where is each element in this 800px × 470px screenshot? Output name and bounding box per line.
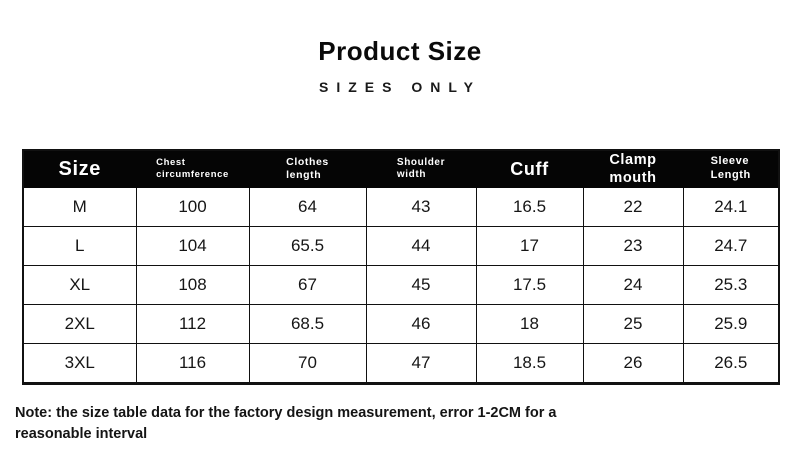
sleeve-length-cell: 26.5 (682, 343, 780, 385)
size-cell: M (22, 187, 137, 228)
clothes-length-cell: 65.5 (248, 226, 367, 267)
note-text: Note: the size table data for the factor… (15, 405, 557, 443)
table-row-l: L 104 65.5 44 17 23 24.7 (22, 226, 780, 267)
clothes-length-cell: 67 (248, 265, 367, 306)
size-table-header-row: Size Chest circumference Clothes length Sh… (22, 149, 780, 189)
cuff-cell: 18 (475, 304, 584, 345)
sleeve-length-cell: 25.3 (682, 265, 780, 306)
chest-cell: 104 (135, 226, 250, 267)
clothes-length-cell: 64 (248, 187, 367, 228)
cuff-cell: 17.5 (475, 265, 584, 306)
column-header-sleeve-length: Sleeve Length (682, 149, 780, 189)
clamp-mouth-cell: 25 (582, 304, 684, 345)
clothes-length-cell: 68.5 (248, 304, 367, 345)
size-cell: L (22, 226, 137, 267)
size-cell: XL (22, 265, 137, 306)
table-row-3xl: 3XL 116 70 47 18.5 26 26.5 (22, 343, 780, 385)
chest-cell: 108 (135, 265, 250, 306)
sleeve-length-cell: 25.9 (682, 304, 780, 345)
clamp-mouth-cell: 26 (582, 343, 684, 385)
sleeve-length-cell: 24.7 (682, 226, 780, 267)
size-table: Size Chest circumference Clothes length Sh… (22, 149, 780, 386)
size-cell: 3XL (22, 343, 137, 385)
clothes-length-cell: 70 (248, 343, 367, 385)
cuff-cell: 18.5 (475, 343, 584, 385)
chest-cell: 116 (135, 343, 250, 385)
table-row-m: M 100 64 43 16.5 22 24.1 (22, 187, 780, 228)
chest-cell: 112 (135, 304, 250, 345)
table-row-2xl: 2XL 112 68.5 46 18 25 25.9 (22, 304, 780, 345)
table-row-xl: XL 108 67 45 17.5 24 25.3 (22, 265, 780, 306)
column-header-clamp-mouth: Clamp mouth (582, 149, 684, 189)
cuff-cell: 17 (475, 226, 584, 267)
cuff-cell: 16.5 (475, 187, 584, 228)
shoulder-width-cell: 47 (365, 343, 477, 385)
column-header-shoulder-width: Shoulder width (365, 149, 477, 189)
shoulder-width-cell: 45 (365, 265, 477, 306)
shoulder-width-cell: 46 (365, 304, 477, 345)
clamp-mouth-cell: 22 (582, 187, 684, 228)
shoulder-width-cell: 44 (365, 226, 477, 267)
column-header-cuff: Cuff (475, 149, 584, 189)
page-title: Product Size (318, 36, 482, 66)
clamp-mouth-cell: 24 (582, 265, 684, 306)
chest-cell: 100 (135, 187, 250, 228)
size-cell: 2XL (22, 304, 137, 345)
page-subtitle: SIZES ONLY (319, 79, 481, 95)
column-header-clothes-length: Clothes length (248, 149, 367, 189)
column-header-size: Size (22, 149, 137, 189)
shoulder-width-cell: 43 (365, 187, 477, 228)
sleeve-length-cell: 24.1 (682, 187, 780, 228)
clamp-mouth-cell: 23 (582, 226, 684, 267)
column-header-chest-circumference: Chest circumference (135, 149, 250, 189)
